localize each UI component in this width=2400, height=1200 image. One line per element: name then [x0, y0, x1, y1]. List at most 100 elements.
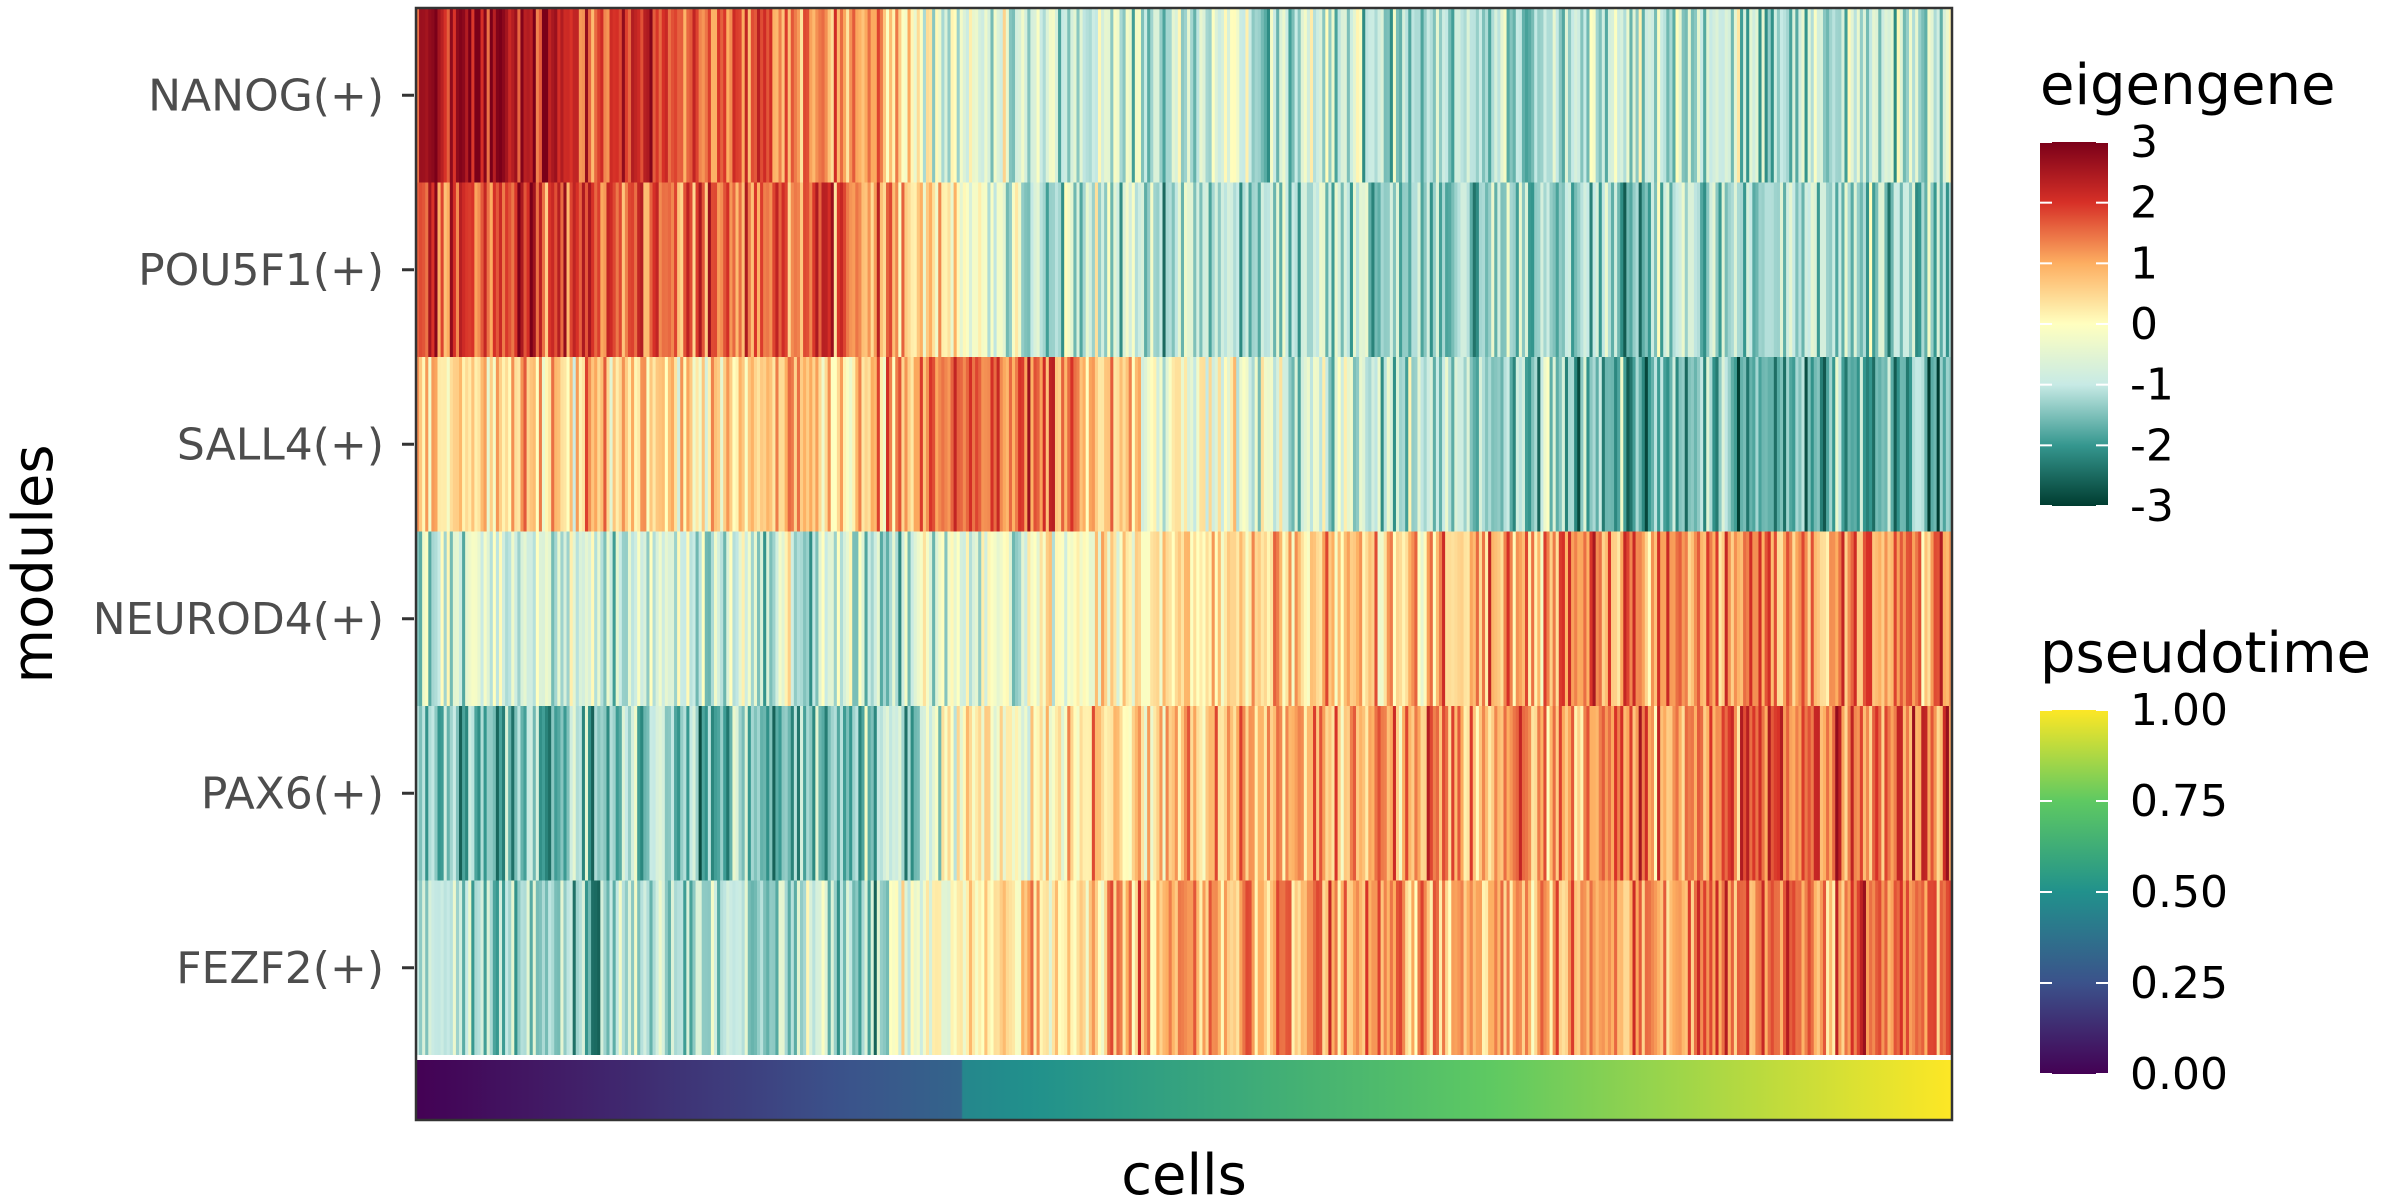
heatmap-cell [1054, 357, 1059, 532]
heatmap-cell [1899, 182, 1904, 357]
heatmap-cell [1890, 706, 1895, 881]
heatmap-cell [661, 357, 666, 532]
heatmap-cell [1171, 706, 1176, 881]
heatmap-cell [1684, 706, 1689, 881]
heatmap-cell [959, 880, 964, 1055]
heatmap-cell [1730, 531, 1735, 706]
heatmap-cell [800, 880, 804, 1055]
heatmap-cell [609, 357, 614, 532]
heatmap-cell [1936, 357, 1941, 532]
heatmap-cell [852, 8, 856, 183]
heatmap-cell [941, 8, 945, 183]
heatmap-cell [1528, 357, 1532, 532]
heatmap-cell [1122, 8, 1127, 183]
heatmap-cell [1432, 531, 1437, 706]
heatmap-cell [1512, 182, 1517, 357]
heatmap-cell [1813, 880, 1818, 1055]
heatmap-cell [1580, 8, 1584, 183]
heatmap-cell [1309, 880, 1314, 1055]
heatmap-cell [1288, 182, 1293, 357]
heatmap-cell [741, 182, 746, 357]
heatmap-cell [1472, 880, 1477, 1055]
heatmap-cell [1847, 182, 1852, 357]
heatmap-cell [886, 357, 890, 532]
heatmap-cell [925, 880, 930, 1055]
heatmap-cell [1343, 880, 1348, 1055]
heatmap-cell [581, 531, 586, 706]
heatmap-cell [1018, 706, 1022, 881]
heatmap-cell [1721, 182, 1726, 357]
heatmap-cell [1279, 706, 1283, 881]
heatmap-cell [1257, 357, 1262, 532]
heatmap-cell [459, 706, 463, 881]
heatmap-cell [1282, 706, 1286, 881]
heatmap-cell [1432, 880, 1437, 1055]
heatmap-cell [1251, 8, 1256, 183]
heatmap-cell [1829, 706, 1833, 881]
heatmap-cell [505, 880, 509, 1055]
heatmap-cell [1110, 8, 1114, 183]
heatmap-cell [1718, 706, 1723, 881]
heatmap-cell [1190, 880, 1194, 1055]
heatmap-cell [1764, 182, 1769, 357]
heatmap-cell [1122, 357, 1127, 532]
heatmap-cell [1881, 182, 1886, 357]
heatmap-cell [1331, 8, 1336, 183]
heatmap-cell [1448, 880, 1452, 1055]
heatmap-cell [1454, 182, 1459, 357]
heatmap-cell [1724, 531, 1729, 706]
heatmap-cell [1150, 182, 1154, 357]
heatmap-cell [796, 357, 801, 532]
heatmap-cell [1408, 182, 1412, 357]
heatmap-cell [1721, 706, 1726, 881]
heatmap-cell [1021, 182, 1025, 357]
heatmap-cell [1534, 531, 1538, 706]
heatmap-cell [1002, 531, 1007, 706]
heatmap-cell [588, 880, 592, 1055]
heatmap-cell [477, 706, 482, 881]
heatmap-cell [1816, 706, 1821, 881]
heatmap-cell [621, 357, 626, 532]
heatmap-cell [584, 880, 589, 1055]
heatmap-cell [1322, 8, 1326, 183]
heatmap-cell [584, 357, 589, 532]
heatmap-cell [855, 880, 859, 1055]
heatmap-cell [1162, 706, 1167, 881]
heatmap-cell [1036, 182, 1041, 357]
heatmap-cell [815, 357, 820, 532]
heatmap-cell [1134, 880, 1139, 1055]
heatmap-cell [1915, 706, 1919, 881]
heatmap-cell [588, 357, 592, 532]
heatmap-cell [870, 880, 875, 1055]
heatmap-cell [882, 8, 887, 183]
heatmap-cell [1571, 182, 1575, 357]
heatmap-cell [981, 357, 985, 532]
heatmap-cell [1214, 880, 1219, 1055]
heatmap-cell [812, 880, 816, 1055]
heatmap-cell [698, 182, 703, 357]
heatmap-cell [867, 8, 872, 183]
heatmap-cell [1669, 880, 1674, 1055]
heatmap-cell [1245, 357, 1250, 532]
heatmap-cell [1884, 706, 1889, 881]
heatmap-cell [1039, 706, 1044, 881]
heatmap-cell [1279, 880, 1283, 1055]
heatmap-cell [1647, 357, 1652, 532]
heatmap-cell [560, 706, 565, 881]
heatmap-cell [1586, 8, 1591, 183]
legend-tick-label: 0.50 [2130, 867, 2228, 918]
heatmap-cell [658, 357, 663, 532]
heatmap-cell [1718, 8, 1723, 183]
heatmap-cell [753, 357, 758, 532]
heatmap-cell [443, 706, 448, 881]
heatmap-cell [434, 357, 439, 532]
heatmap-cell [1079, 531, 1084, 706]
heatmap-cell [956, 357, 961, 532]
heatmap-cell [1325, 182, 1329, 357]
heatmap-cell [855, 531, 859, 706]
heatmap-cell [1205, 182, 1210, 357]
heatmap-cell [1623, 706, 1627, 881]
heatmap-cell [1638, 357, 1643, 532]
heatmap-cell [649, 531, 654, 706]
heatmap-cell [514, 182, 518, 357]
